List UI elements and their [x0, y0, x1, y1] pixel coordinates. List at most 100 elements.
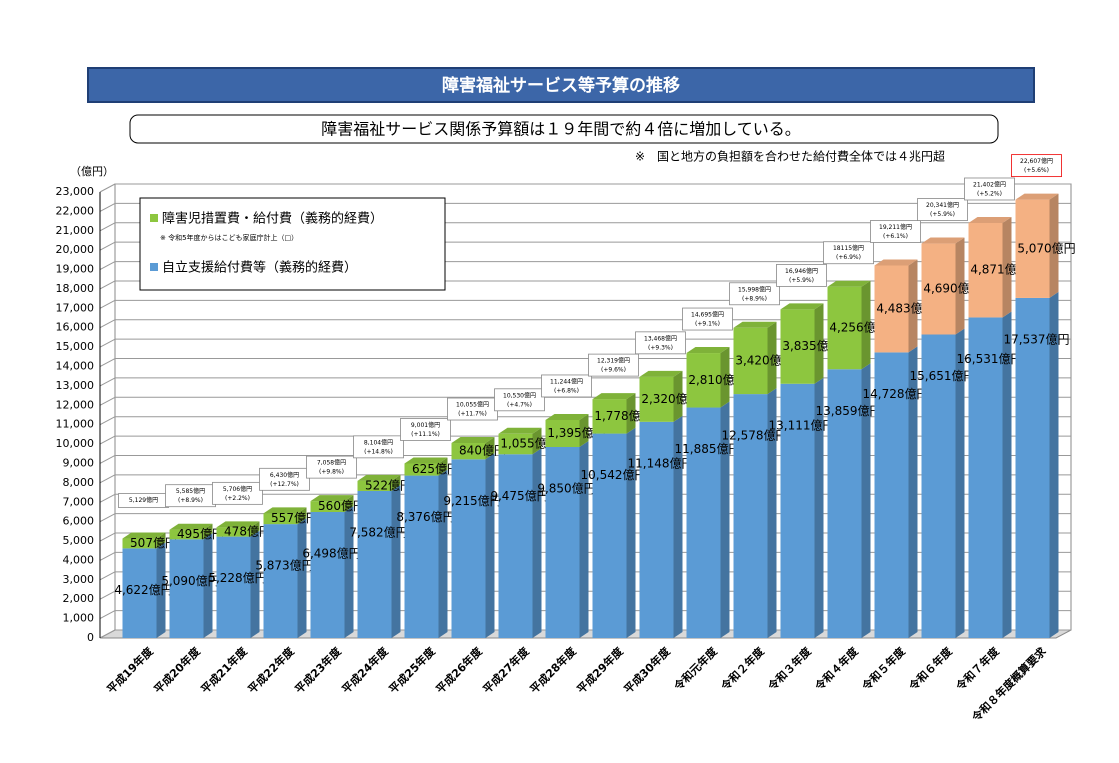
bar — [310, 511, 345, 638]
value-label: 11,885億円 — [675, 442, 741, 456]
y-tick-label: 19,000 — [56, 263, 95, 276]
bar — [921, 334, 956, 638]
value-label: 14,728億円 — [863, 387, 929, 401]
bar — [404, 463, 439, 476]
bar-side — [579, 440, 589, 638]
total-label-change: (+9.3%) — [648, 344, 673, 351]
y-tick-label: 20,000 — [56, 243, 95, 256]
x-tick-label: 令和元年度 — [670, 644, 720, 694]
y-tick-label: 0 — [87, 631, 94, 644]
y-tick-label: 18,000 — [56, 282, 95, 295]
value-label: 4,256億円 — [829, 320, 887, 334]
grid-line — [99, 590, 116, 600]
value-label: 12,578億円 — [722, 429, 788, 443]
bar — [827, 369, 862, 638]
bar — [921, 243, 956, 335]
y-tick-label: 8,000 — [63, 476, 95, 489]
x-tick-label: 平成24年度 — [339, 644, 392, 697]
x-tick-label: 平成29年度 — [574, 644, 627, 697]
value-label: 840億円 — [459, 444, 506, 458]
bar-top — [1015, 193, 1059, 200]
total-label-change: (+8.9%) — [178, 497, 203, 504]
grid-line — [99, 222, 116, 232]
bar — [874, 352, 909, 638]
total-label-change: (+5.9%) — [789, 277, 814, 284]
bar-side — [156, 532, 166, 549]
value-label: 5,873億円 — [255, 559, 313, 573]
value-label: 7,582億円 — [349, 525, 407, 539]
bar-side — [203, 523, 213, 540]
total-label: 6,430億円 — [270, 471, 299, 479]
value-label: 557億円 — [271, 511, 318, 525]
grid-line — [99, 299, 116, 309]
total-label-change: (+5.2%) — [977, 190, 1002, 197]
bar-top — [310, 495, 354, 502]
total-label: 18115億円 — [833, 244, 864, 252]
subtitle: 障害福祉サービス関係予算額は１９年間で約４倍に増加している。 — [321, 120, 801, 139]
value-label: 1,395億円 — [547, 426, 605, 440]
total-label: 16,946億円 — [785, 267, 818, 275]
grid-line — [99, 455, 116, 464]
x-tick-label: 令和５年度 — [858, 644, 908, 694]
bar-side — [485, 453, 495, 638]
grid-line — [99, 474, 116, 484]
total-label: 10,530億円 — [503, 391, 536, 399]
grid-line — [99, 280, 116, 290]
bar-top — [592, 393, 636, 400]
bar — [451, 459, 486, 638]
bar-top — [404, 457, 448, 464]
bar-side — [203, 533, 213, 638]
y-tick-label: 3,000 — [63, 573, 95, 586]
bar — [545, 419, 580, 447]
total-label-box — [1011, 154, 1062, 178]
bar-side — [391, 474, 401, 491]
bar-side — [861, 280, 871, 370]
total-label-change: (+12.7%) — [270, 481, 299, 488]
grid-line — [99, 202, 116, 212]
total-label: 7,058億円 — [317, 459, 346, 467]
x-tick-label: 平成26年度 — [433, 644, 486, 697]
total-label-change: (+11.1%) — [411, 431, 440, 438]
grid-line — [99, 513, 116, 523]
bar — [780, 383, 815, 638]
bar — [216, 536, 251, 638]
bar — [827, 286, 862, 370]
bar — [498, 433, 533, 455]
bar-side — [955, 328, 965, 638]
bar-top — [216, 521, 260, 528]
value-label: 2,320億円 — [641, 392, 699, 406]
y-tick-label: 4,000 — [63, 553, 95, 566]
legend-note: ※ 令和5年度からはこども家庭庁計上（□） — [160, 233, 298, 242]
value-label: 5,090億円 — [161, 574, 219, 588]
grid-line — [99, 396, 116, 406]
y-tick-label: 11,000 — [56, 418, 95, 431]
total-label-change: (+5.6%) — [1024, 167, 1049, 174]
plot: 0 1,000 2,000 3,000 4,000 5,000 6,000 7,000 8,00… — [56, 154, 1076, 725]
bar — [968, 222, 1003, 318]
total-label: 10,055億円 — [456, 401, 489, 409]
bar — [592, 399, 627, 434]
bar-side — [720, 401, 730, 638]
value-label: 4,690億円 — [923, 282, 981, 296]
x-tick-label: 平成30年度 — [621, 644, 674, 697]
bar-top — [498, 427, 542, 434]
bar-top — [451, 437, 495, 444]
grid-line — [99, 571, 116, 581]
legend-label: 障害児措置費・給付費（義務的経費） — [162, 211, 383, 227]
bar-top — [122, 532, 166, 539]
x-tick-label: 平成28年度 — [527, 644, 580, 697]
bar-side — [1049, 193, 1059, 298]
bar-top — [968, 216, 1012, 223]
grid-line — [99, 377, 116, 387]
bar-top — [733, 321, 777, 328]
value-label: 5,070億円 — [1017, 241, 1075, 255]
chart-title: 障害福祉サービス等予算の推移 — [442, 75, 680, 96]
total-label-change: (+5.9%) — [930, 211, 955, 218]
bar — [639, 421, 674, 638]
value-label: 9,215億円 — [443, 494, 501, 508]
y-tick-label: 14,000 — [56, 360, 95, 373]
y-tick-label: 9,000 — [63, 456, 95, 469]
bar — [122, 538, 157, 549]
bar — [1015, 199, 1050, 298]
bar-side — [391, 484, 401, 638]
